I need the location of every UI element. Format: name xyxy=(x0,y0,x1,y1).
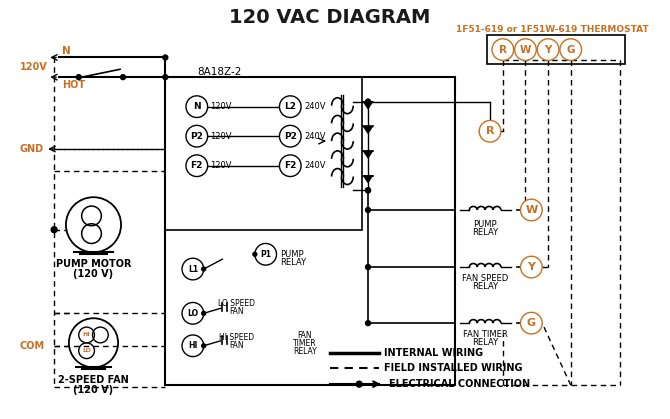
Circle shape xyxy=(366,99,371,104)
Circle shape xyxy=(182,258,204,280)
Text: PUMP: PUMP xyxy=(281,250,304,259)
Circle shape xyxy=(279,125,301,147)
Circle shape xyxy=(366,321,371,326)
Text: FAN: FAN xyxy=(297,331,312,341)
Text: PUMP: PUMP xyxy=(473,220,497,229)
Polygon shape xyxy=(363,127,373,134)
Circle shape xyxy=(366,188,371,193)
Text: RELAY: RELAY xyxy=(281,258,307,266)
Text: FAN: FAN xyxy=(229,307,243,316)
Circle shape xyxy=(76,75,81,80)
Text: FAN: FAN xyxy=(229,341,243,350)
Circle shape xyxy=(255,243,277,265)
Text: N: N xyxy=(193,102,200,111)
Circle shape xyxy=(479,120,501,142)
Circle shape xyxy=(51,227,57,233)
Text: 120V: 120V xyxy=(210,102,232,111)
Circle shape xyxy=(521,312,542,334)
Text: L2: L2 xyxy=(284,102,296,111)
Circle shape xyxy=(515,39,536,60)
Text: RELAY: RELAY xyxy=(472,228,498,237)
Text: W: W xyxy=(525,205,537,215)
Circle shape xyxy=(202,311,206,315)
Text: 120V: 120V xyxy=(210,132,232,141)
Text: LO: LO xyxy=(188,309,198,318)
Circle shape xyxy=(163,55,168,60)
Text: (120 V): (120 V) xyxy=(74,269,113,279)
Text: COM: COM xyxy=(19,341,45,351)
Circle shape xyxy=(202,344,206,348)
Circle shape xyxy=(163,75,168,80)
Text: GND: GND xyxy=(19,144,44,154)
Text: 240V: 240V xyxy=(304,102,326,111)
Text: ELECTRICAL CONNECTION: ELECTRICAL CONNECTION xyxy=(389,379,530,389)
Circle shape xyxy=(186,125,208,147)
Text: HI: HI xyxy=(83,332,90,337)
Text: RELAY: RELAY xyxy=(472,282,498,291)
Text: N: N xyxy=(62,46,71,56)
Text: FAN TIMER: FAN TIMER xyxy=(463,331,507,339)
Text: RELAY: RELAY xyxy=(472,338,498,347)
Circle shape xyxy=(186,96,208,117)
Text: P1: P1 xyxy=(260,250,271,259)
Text: TIMER: TIMER xyxy=(293,339,317,348)
Circle shape xyxy=(492,39,514,60)
Text: RELAY: RELAY xyxy=(293,347,317,356)
Polygon shape xyxy=(363,102,373,109)
Text: 240V: 240V xyxy=(304,161,326,170)
Polygon shape xyxy=(363,176,373,183)
Text: P2: P2 xyxy=(284,132,297,141)
Circle shape xyxy=(366,265,371,269)
Text: FIELD INSTALLED WIRING: FIELD INSTALLED WIRING xyxy=(384,363,523,373)
Text: HOT: HOT xyxy=(62,80,85,90)
Text: 120V: 120V xyxy=(210,161,232,170)
Circle shape xyxy=(366,99,371,104)
Text: G: G xyxy=(527,318,536,328)
Text: 120 VAC DIAGRAM: 120 VAC DIAGRAM xyxy=(229,8,430,27)
Circle shape xyxy=(253,252,257,256)
Bar xyxy=(165,77,455,385)
Polygon shape xyxy=(363,151,373,158)
Circle shape xyxy=(521,199,542,221)
Circle shape xyxy=(366,207,371,212)
Text: G: G xyxy=(566,44,575,54)
Text: 120V: 120V xyxy=(19,62,48,72)
Bar xyxy=(165,77,362,230)
Text: 240V: 240V xyxy=(304,132,326,141)
Text: 8A18Z-2: 8A18Z-2 xyxy=(197,67,241,77)
Text: PUMP MOTOR: PUMP MOTOR xyxy=(56,259,131,269)
Circle shape xyxy=(356,381,362,387)
Text: HI SPEED: HI SPEED xyxy=(218,334,254,342)
Circle shape xyxy=(537,39,559,60)
Text: 2-SPEED FAN: 2-SPEED FAN xyxy=(58,375,129,385)
Circle shape xyxy=(121,75,125,80)
Text: INTERNAL WIRING: INTERNAL WIRING xyxy=(384,348,483,358)
Text: 1F51-619 or 1F51W-619 THERMOSTAT: 1F51-619 or 1F51W-619 THERMOSTAT xyxy=(456,26,649,34)
Text: L1: L1 xyxy=(188,264,198,274)
Text: R: R xyxy=(499,44,507,54)
Bar xyxy=(487,35,625,65)
Text: F2: F2 xyxy=(191,161,203,170)
Text: (120 V): (120 V) xyxy=(74,385,113,395)
Text: HI: HI xyxy=(188,341,198,350)
Circle shape xyxy=(560,39,582,60)
Text: FAN SPEED: FAN SPEED xyxy=(462,274,509,283)
Text: W: W xyxy=(520,44,531,54)
Text: R: R xyxy=(486,126,494,136)
Text: Y: Y xyxy=(527,262,535,272)
Circle shape xyxy=(279,155,301,176)
Text: LO: LO xyxy=(82,348,91,353)
Circle shape xyxy=(521,256,542,278)
Text: F2: F2 xyxy=(284,161,296,170)
Circle shape xyxy=(186,155,208,176)
Circle shape xyxy=(279,96,301,117)
Circle shape xyxy=(366,188,371,193)
Text: LO SPEED: LO SPEED xyxy=(218,299,255,308)
Text: P2: P2 xyxy=(190,132,203,141)
Circle shape xyxy=(182,335,204,357)
Text: Y: Y xyxy=(545,44,552,54)
Circle shape xyxy=(182,303,204,324)
Circle shape xyxy=(202,267,206,271)
